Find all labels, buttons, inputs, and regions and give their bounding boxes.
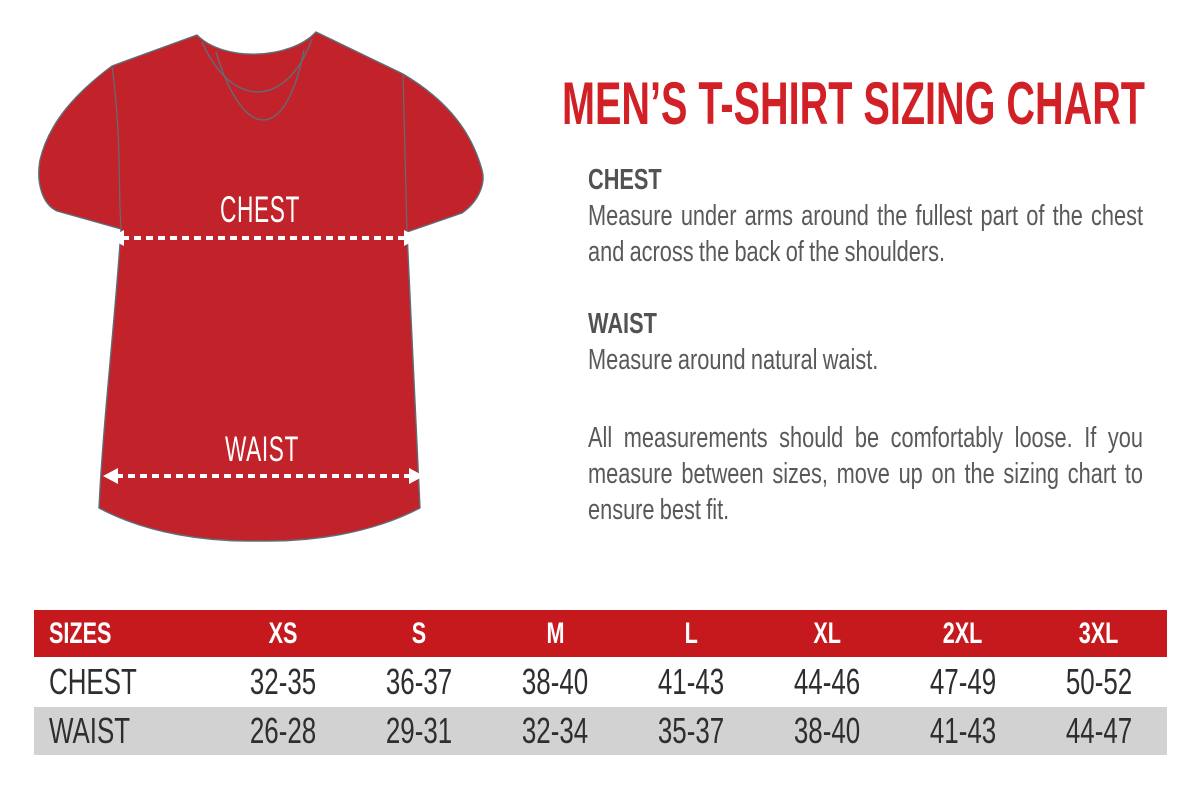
chest-arrow bbox=[109, 230, 419, 246]
chest-value-xs: 32-35 bbox=[249, 661, 317, 702]
chest-value-m: 38-40 bbox=[521, 661, 589, 702]
chest-instructions-body: Measure under arms around the fullest pa… bbox=[588, 200, 1143, 268]
table-row-chest: CHEST 32-35 36-37 38-40 41-43 44-46 47-4… bbox=[34, 657, 1167, 707]
chest-instructions: CHEST Measure under arms around the full… bbox=[588, 162, 1143, 270]
header-cell-sizes: SIZES bbox=[49, 616, 112, 650]
waist-instructions: WAIST Measure around natural waist. bbox=[588, 306, 1143, 378]
row-label-waist: WAIST bbox=[49, 710, 131, 751]
size-table: SIZES XS S M L XL 2XL 3XL CHEST 32-35 36… bbox=[34, 610, 1167, 755]
waist-arrowhead-left bbox=[103, 468, 118, 484]
chest-value-3xl: 50-52 bbox=[1065, 661, 1133, 702]
right-sleeve-seam bbox=[402, 73, 408, 233]
waist-value-2xl: 41-43 bbox=[929, 710, 997, 751]
chest-value-l: 41-43 bbox=[657, 661, 725, 702]
collar-inner-line bbox=[215, 49, 305, 121]
waist-value-3xl: 44-47 bbox=[1065, 710, 1133, 751]
header-cell-xs: XS bbox=[268, 616, 298, 650]
chest-value-xl: 44-46 bbox=[793, 661, 861, 702]
left-sleeve-seam bbox=[111, 65, 122, 230]
size-table-header-row: SIZES XS S M L XL 2XL 3XL bbox=[34, 610, 1167, 657]
chest-diagram-label: CHEST bbox=[220, 189, 300, 230]
header-cell-xl: XL bbox=[813, 616, 841, 650]
chest-arrowhead-left bbox=[109, 230, 124, 246]
waist-instructions-heading: WAIST bbox=[588, 308, 657, 340]
table-row-waist: WAIST 26-28 29-31 32-34 35-37 38-40 41-4… bbox=[34, 707, 1167, 755]
header-cell-m: M bbox=[546, 616, 564, 650]
waist-value-s: 29-31 bbox=[385, 710, 453, 751]
header-cell-3xl: 3XL bbox=[1079, 616, 1119, 650]
waist-value-l: 35-37 bbox=[657, 710, 725, 751]
tshirt-diagram: CHEST WAIST bbox=[38, 31, 484, 542]
row-label-chest: CHEST bbox=[49, 661, 137, 702]
header-cell-2xl: 2XL bbox=[943, 616, 983, 650]
tshirt-body bbox=[38, 31, 484, 542]
header-cell-s: S bbox=[411, 616, 427, 650]
waist-arrowhead-right bbox=[409, 468, 424, 484]
waist-value-xl: 38-40 bbox=[793, 710, 861, 751]
chest-instructions-heading: CHEST bbox=[588, 164, 662, 196]
page-title: MEN’S T-SHIRT SIZING CHART bbox=[562, 70, 1146, 138]
sizing-note: All measurements should be comfortably l… bbox=[588, 420, 1143, 528]
waist-instructions-body: Measure around natural waist. bbox=[588, 344, 879, 376]
chest-value-s: 36-37 bbox=[385, 661, 453, 702]
header-cell-l: L bbox=[684, 616, 698, 650]
waist-diagram-label: WAIST bbox=[225, 430, 299, 469]
waist-value-xs: 26-28 bbox=[249, 710, 317, 751]
sizing-note-body: All measurements should be comfortably l… bbox=[588, 422, 1143, 526]
waist-value-m: 32-34 bbox=[521, 710, 589, 751]
chest-arrowhead-right bbox=[404, 230, 419, 246]
waist-arrow bbox=[103, 468, 424, 484]
chest-value-2xl: 47-49 bbox=[929, 661, 997, 702]
